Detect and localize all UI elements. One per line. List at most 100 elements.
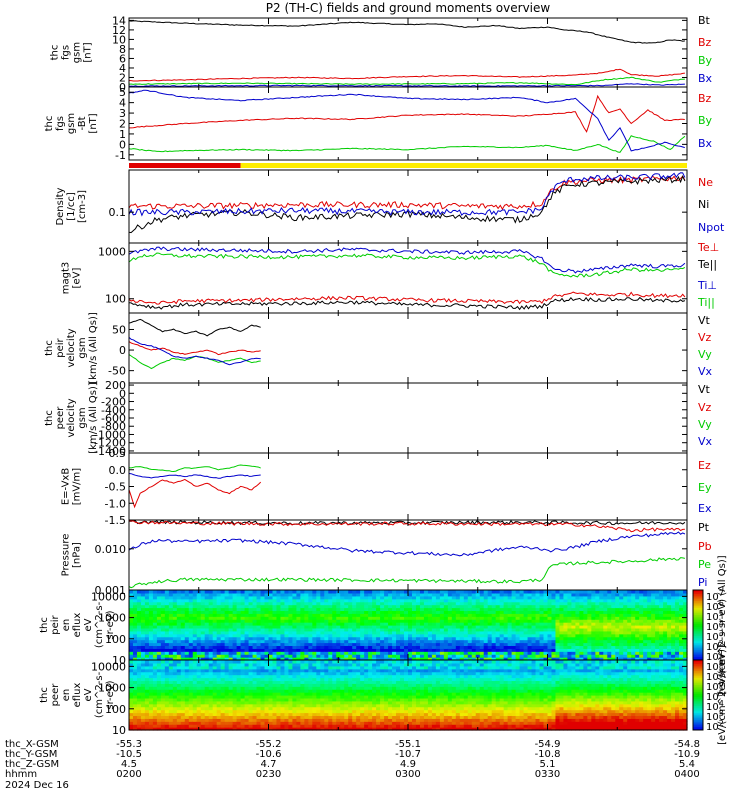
spectrogram-cell [224, 627, 230, 632]
spectrogram-cell [216, 622, 222, 626]
spectrogram-cell [531, 598, 537, 603]
y-axis-label: thc [44, 116, 55, 132]
spectrogram-cell [328, 689, 333, 693]
spectrogram-cell [559, 616, 565, 620]
spectrogram-cell [411, 654, 417, 658]
spectrogram-cell [256, 651, 262, 655]
spectrogram-cell [595, 607, 600, 612]
spectrogram-cell [228, 651, 234, 655]
spectrogram-cell [348, 610, 353, 614]
spectrogram-cell [316, 613, 321, 617]
spectrogram-cell [539, 598, 545, 603]
spectrogram-cell [651, 592, 656, 597]
spectrogram-cell [304, 595, 309, 600]
spectrogram-cell [519, 592, 525, 597]
spectrogram-cell [599, 648, 604, 652]
spectrogram-cell [184, 636, 190, 641]
spectrogram-cell [475, 630, 481, 635]
spectrogram-cell [292, 662, 297, 667]
spectrogram-cell [344, 654, 349, 658]
spectrogram-cell [312, 680, 317, 684]
legend-Ti⊥: Ti⊥ [697, 279, 717, 292]
spectrogram-cell [129, 604, 134, 609]
spectrogram-cell [180, 662, 186, 667]
spectrogram-cell [679, 639, 684, 644]
spectrogram-cell [535, 616, 541, 620]
spectrogram-cell [431, 645, 437, 649]
y-axis-label: [km/s (All Qs)] [88, 312, 99, 384]
spectrogram-cell [415, 625, 421, 629]
spectrogram-cell [164, 721, 170, 725]
spectrogram-cell [176, 692, 182, 696]
spectrogram-cell [144, 674, 150, 679]
spectrogram-cell [216, 727, 222, 731]
spectrogram-cell [324, 613, 329, 617]
spectrogram-cell [280, 654, 286, 658]
spectrogram-cell [208, 703, 214, 708]
spectrogram-cell [136, 709, 142, 714]
spectrogram-cell [292, 697, 297, 702]
y-axis-label: velocity [66, 398, 77, 437]
spectrogram-cell [188, 715, 194, 719]
spectrogram-cell [320, 662, 325, 667]
series-line-By [128, 76, 685, 86]
spectrogram-cell [260, 692, 266, 696]
spectrogram-cell [627, 648, 632, 652]
spectrogram-cell [220, 613, 226, 617]
spectrogram-cell [495, 639, 501, 644]
spectrogram-cell [507, 598, 513, 603]
spectrogram-cell [571, 625, 576, 629]
spectrogram-cell [184, 689, 190, 693]
spectrogram-cell [300, 718, 305, 722]
spectrogram-cell [611, 657, 616, 661]
spectrogram-cell [659, 604, 664, 609]
spectrogram-cell [411, 639, 417, 644]
spectrogram-cell [463, 657, 469, 661]
spectrogram-cell [188, 683, 194, 687]
spectrogram-cell [503, 654, 509, 658]
spectrogram-cell [491, 639, 497, 644]
spectrogram-cell [352, 613, 357, 617]
spectrogram-cell [148, 619, 154, 623]
spectrogram-cell [256, 601, 262, 606]
spectrogram-cell [595, 616, 600, 620]
spectrogram-cell [300, 715, 305, 719]
spectrogram-cell [511, 630, 517, 635]
spectrogram-cell [248, 706, 254, 711]
spectrogram-cell [228, 692, 234, 696]
spectrogram-cell [368, 654, 373, 658]
spectrogram-cell [200, 712, 206, 717]
spectrogram-cell [328, 709, 333, 714]
spectrogram-cell [467, 619, 473, 623]
spectrogram-cell [200, 610, 206, 614]
spectrogram-cell [140, 642, 146, 647]
spectrogram-cell [200, 636, 206, 641]
spectrogram-cell [583, 607, 588, 612]
spectrogram-cell [356, 642, 361, 647]
spectrogram-cell [547, 639, 553, 644]
spectrogram-cell [148, 697, 154, 702]
spectrogram-cell [376, 598, 381, 603]
spectrogram-cell [543, 657, 549, 661]
spectrogram-cell [204, 712, 210, 717]
spectrogram-cell [192, 633, 198, 638]
spectrogram-cell [172, 604, 178, 609]
spectrogram-cell [675, 651, 680, 655]
spectrogram-cell [400, 595, 405, 600]
spectrogram-cell [655, 642, 660, 647]
spectrogram-cell [248, 616, 254, 620]
spectrogram-cell [332, 598, 337, 603]
spectrogram-cell [332, 619, 337, 623]
spectrogram-cell [647, 622, 652, 626]
spectrogram-cell [320, 627, 325, 632]
spectrogram-cell [455, 657, 461, 661]
spectrogram-cell [499, 625, 505, 629]
spectrogram-cell [635, 625, 640, 629]
spectrogram-cell [152, 703, 158, 708]
spectrogram-cell [129, 590, 134, 594]
spectrogram-cell [204, 680, 210, 684]
spectrogram-cell [443, 645, 449, 649]
spectrogram-cell [427, 604, 433, 609]
spectrogram-cell [479, 630, 485, 635]
spectrogram-cell [408, 639, 413, 644]
